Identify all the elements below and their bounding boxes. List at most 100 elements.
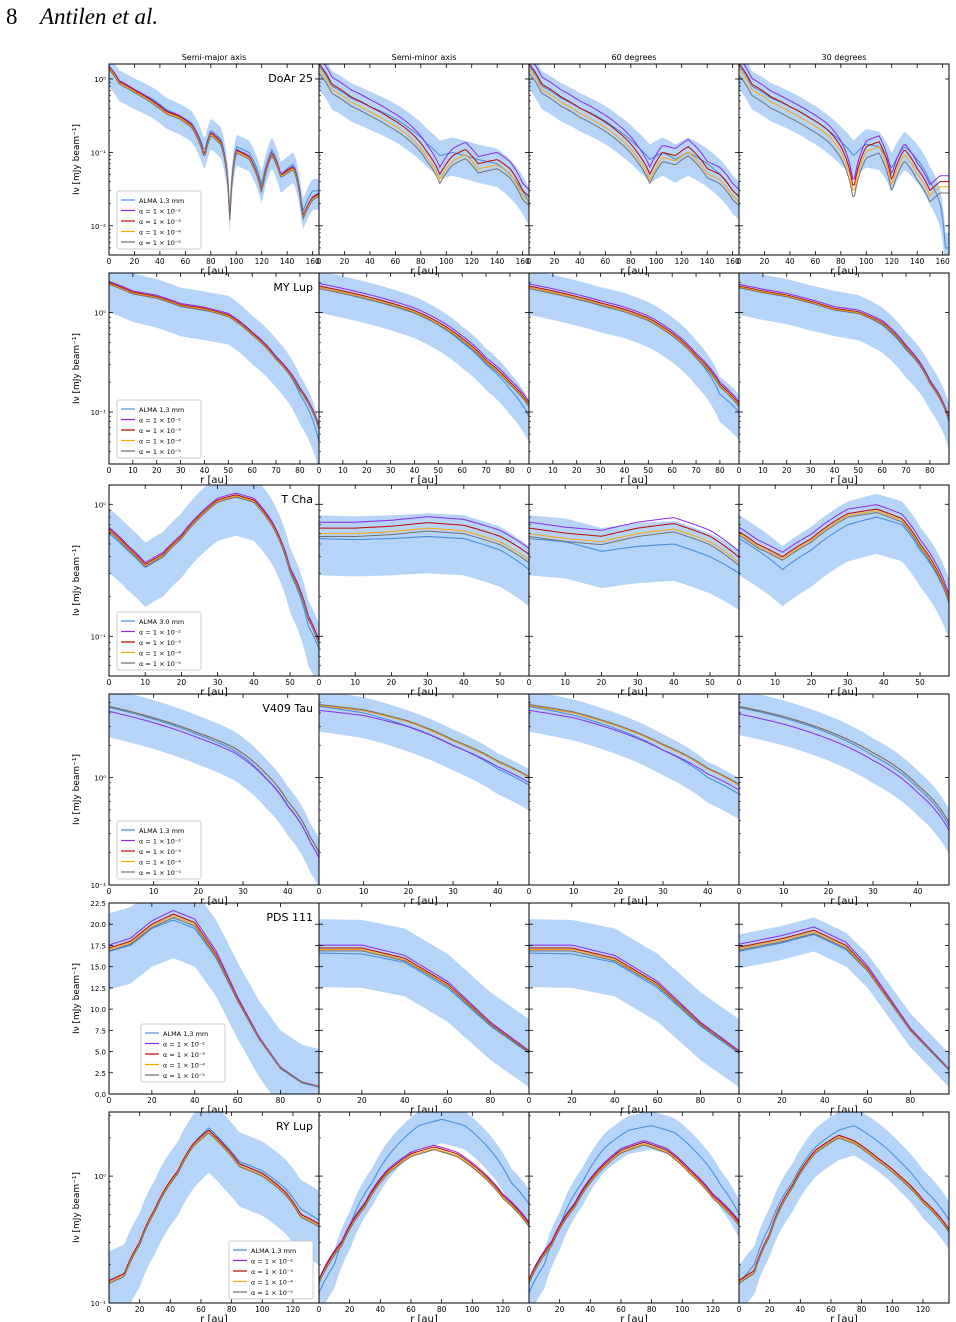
legend-label: ALMA 3.0 mm — [139, 618, 184, 626]
model-line-4 — [319, 1148, 529, 1283]
plot-area — [739, 64, 949, 255]
plot-area — [739, 1112, 949, 1303]
x-tick-label: 50 — [854, 466, 864, 475]
x-tick-label: 100 — [649, 257, 664, 266]
alma-line — [529, 705, 739, 795]
x-axis-label: r [au] — [830, 687, 858, 698]
model-line-3 — [529, 523, 739, 558]
x-tick-label: 40 — [166, 1305, 176, 1314]
legend: ALMA 1.3 mm α = 1 × 10⁻² α = 1 × 10⁻³ α = 1… — [116, 820, 202, 880]
model-line-3 — [319, 522, 529, 555]
uncertainty-band — [739, 273, 949, 450]
x-tick-label: 0 — [527, 887, 532, 896]
legend: ALMA 1.3 mm α = 1 × 10⁻² α = 1 × 10⁻³ α = 1… — [116, 190, 202, 250]
legend-label: α = 1 × 10⁻⁴ — [139, 859, 181, 867]
page-header: 8 Antilen et al. — [6, 4, 906, 44]
model-line-5 — [109, 917, 319, 1087]
panel-2-2: 0 10 20 30 40 50 r [au] — [527, 484, 740, 698]
x-tick-label: 10 — [569, 887, 579, 896]
x-tick-label: 0 — [317, 257, 322, 266]
x-tick-label: 40 — [620, 466, 630, 475]
model-line-2 — [739, 504, 949, 596]
model-line-5 — [109, 1132, 319, 1284]
model-line-5 — [529, 531, 739, 567]
x-tick-label: 10 — [140, 678, 150, 687]
uncertainty-band — [319, 513, 529, 607]
x-axis-label: r [au] — [200, 1314, 228, 1322]
uncertainty-band — [109, 485, 319, 676]
panel-1-0: 0 10 20 30 40 50 60 70 80 r [au] 10⁰ 10⁻¹ MY Lup Iν [… — [72, 272, 320, 486]
x-tick-label: 40 — [796, 1305, 806, 1314]
model-line-2 — [529, 709, 739, 791]
alma-line — [739, 516, 949, 603]
model-line-4 — [529, 286, 739, 406]
y-axis-label: Iν [mJy beam⁻¹] — [72, 545, 82, 616]
x-tick-label: 40 — [155, 257, 165, 266]
model-line-4 — [529, 949, 739, 1053]
x-tick-label: 70 — [901, 466, 911, 475]
y-tick-label: 10.0 — [90, 1006, 106, 1014]
x-tick-label: 50 — [644, 466, 654, 475]
model-line-2 — [109, 280, 319, 427]
x-tick-label: 0 — [107, 466, 112, 475]
uncertainty-band — [319, 273, 529, 443]
model-line-5 — [529, 288, 739, 408]
alma-line — [319, 952, 529, 1054]
legend-label: α = 1 × 10⁻⁵ — [139, 869, 181, 877]
x-tick-label: 10 — [359, 887, 369, 896]
x-tick-label: 20 — [177, 678, 187, 687]
y-tick-label: 20.0 — [90, 921, 106, 929]
model-line-3 — [109, 282, 319, 428]
x-tick-label: 60 — [811, 257, 821, 266]
x-tick-label: 40 — [820, 1096, 830, 1105]
model-line-2 — [529, 1140, 739, 1280]
x-axis-label: r [au] — [410, 475, 438, 486]
x-tick-label: 80 — [505, 466, 515, 475]
x-tick-label: 20 — [567, 1096, 577, 1105]
plot-area — [319, 694, 529, 811]
x-tick-label: 60 — [863, 1096, 873, 1105]
model-line-3 — [319, 64, 529, 197]
x-tick-label: 20 — [597, 678, 607, 687]
x-tick-label: 140 — [280, 257, 295, 266]
x-tick-label: 40 — [785, 257, 795, 266]
x-tick-label: 30 — [423, 678, 433, 687]
alma-line — [319, 1118, 529, 1294]
plot-area — [109, 903, 319, 1094]
legend-label: α = 1 × 10⁻⁵ — [139, 239, 181, 247]
panel-frame — [738, 272, 950, 465]
panel-1-2: 0 10 20 30 40 50 60 70 80 r [au] — [527, 272, 740, 486]
model-line-2 — [533, 64, 739, 190]
legend: ALMA 1.3 mm α = 1 × 10⁻² α = 1 × 10⁻³ α = 1… — [140, 1023, 226, 1083]
panel-0-2: 0 20 40 60 80 100 120 140 160 r [au] — [527, 63, 740, 277]
x-axis-label: r [au] — [620, 687, 648, 698]
x-axis-label: r [au] — [830, 896, 858, 907]
legend-label: α = 1 × 10⁻⁴ — [139, 438, 181, 446]
x-tick-label: 80 — [206, 257, 216, 266]
x-tick-label: 40 — [376, 1305, 386, 1314]
uncertainty-band — [529, 694, 739, 820]
x-axis-label: r [au] — [620, 475, 648, 486]
x-tick-label: 10 — [779, 887, 789, 896]
x-tick-label: 20 — [555, 1305, 565, 1314]
x-tick-label: 120 — [286, 1305, 301, 1314]
model-line-2 — [109, 492, 319, 641]
x-tick-label: 80 — [647, 1305, 657, 1314]
model-line-4 — [319, 949, 529, 1053]
uncertainty-band — [109, 694, 319, 885]
running-head-authors: Antilen et al. — [40, 4, 159, 29]
legend-box — [116, 190, 202, 250]
x-tick-label: 80 — [906, 1096, 916, 1105]
x-tick-label: 20 — [387, 678, 397, 687]
x-tick-label: 40 — [400, 1096, 410, 1105]
y-axis-label: Iν [mJy beam⁻¹] — [72, 1172, 82, 1243]
x-tick-label: 10 — [770, 678, 780, 687]
x-tick-label: 40 — [830, 466, 840, 475]
x-tick-label: 80 — [715, 466, 725, 475]
legend-label: α = 1 × 10⁻⁴ — [251, 1279, 293, 1287]
panel-0-1: 0 20 40 60 80 100 120 140 160 r [au] — [317, 63, 530, 277]
alma-line — [529, 1125, 739, 1294]
model-line-5 — [109, 705, 319, 853]
legend-label: α = 1 × 10⁻² — [251, 1258, 293, 1266]
x-tick-label: 40 — [283, 887, 293, 896]
